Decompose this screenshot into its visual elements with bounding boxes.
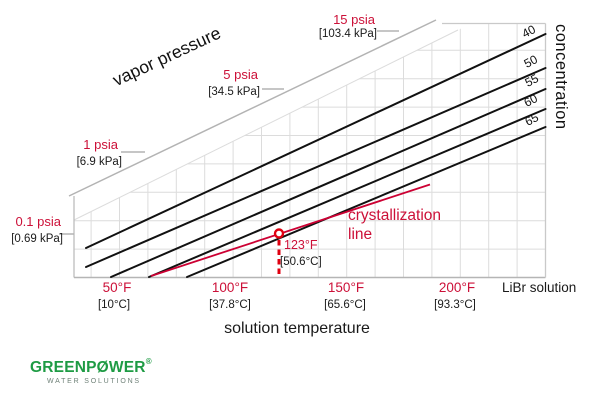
crystallization-line-label: crystallization line: [348, 207, 442, 243]
concentration-line-60: [148, 108, 547, 278]
concentration-axis-label: concentration: [552, 24, 571, 130]
temp-tick-65.6c: [65.6°C]: [324, 299, 366, 311]
pressure-tick-1psia-kpa: [6.9 kPa]: [76, 156, 122, 168]
concentration-lines: [85, 33, 547, 278]
temp-tick-93.3c: [93.3°C]: [434, 299, 476, 311]
temp-tick-37.8c: [37.8°C]: [209, 299, 251, 311]
crystallization-line: [150, 183, 431, 277]
plot-border: [68, 19, 547, 279]
pressure-tick-5psia-kpa: [34.5 kPa]: [208, 86, 260, 98]
greenpower-logo: GREENPØWER® WATER SOLUTIONS: [30, 357, 152, 386]
concentration-line-65: [186, 126, 547, 278]
pressure-tick-1psia-label: 1 psia: [83, 137, 118, 152]
grid-diagonal-edge: [73, 29, 459, 221]
temp-tick-50f: 50°F: [102, 280, 132, 295]
greenpower-tagline: WATER SOLUTIONS: [47, 378, 141, 386]
concentration-line-40: [85, 33, 547, 249]
crystallization-point-marker: [273, 228, 285, 239]
concentration-line-55: [110, 88, 547, 278]
vapor-pressure-axis-diagonal: [68, 19, 437, 197]
pressure-tick-marks: [59, 30, 399, 235]
greenpower-brand-text: GREENPØWER®: [30, 357, 152, 377]
pressure-tick-5psia-label: 5 psia: [223, 67, 258, 82]
pressure-tick-15psia-label: 15 psia: [333, 12, 375, 27]
temp-tick-200f: 200°F: [438, 280, 476, 295]
concentration-line-50: [85, 67, 547, 268]
pressure-tick-15psia-kpa: [103.4 kPa]: [318, 28, 377, 40]
solution-temperature-axis-label: solution temperature: [224, 320, 370, 337]
temp-tick-100f: 100°F: [211, 280, 249, 295]
crystallization-point-temp-f: 123°F: [284, 238, 318, 252]
pressure-tick-0.1psia-label: 0.1 psia: [15, 214, 61, 229]
crystallization-point-temp-c: [50.6°C]: [280, 256, 322, 268]
libr-solution-label: LiBr solution: [502, 280, 577, 295]
temp-tick-10c: [10°C]: [97, 299, 131, 311]
pressure-tick-0.1psia-kpa: [0.69 kPa]: [11, 233, 63, 245]
temp-tick-150f: 150°F: [327, 280, 365, 295]
registered-trademark-icon: ®: [145, 357, 152, 366]
